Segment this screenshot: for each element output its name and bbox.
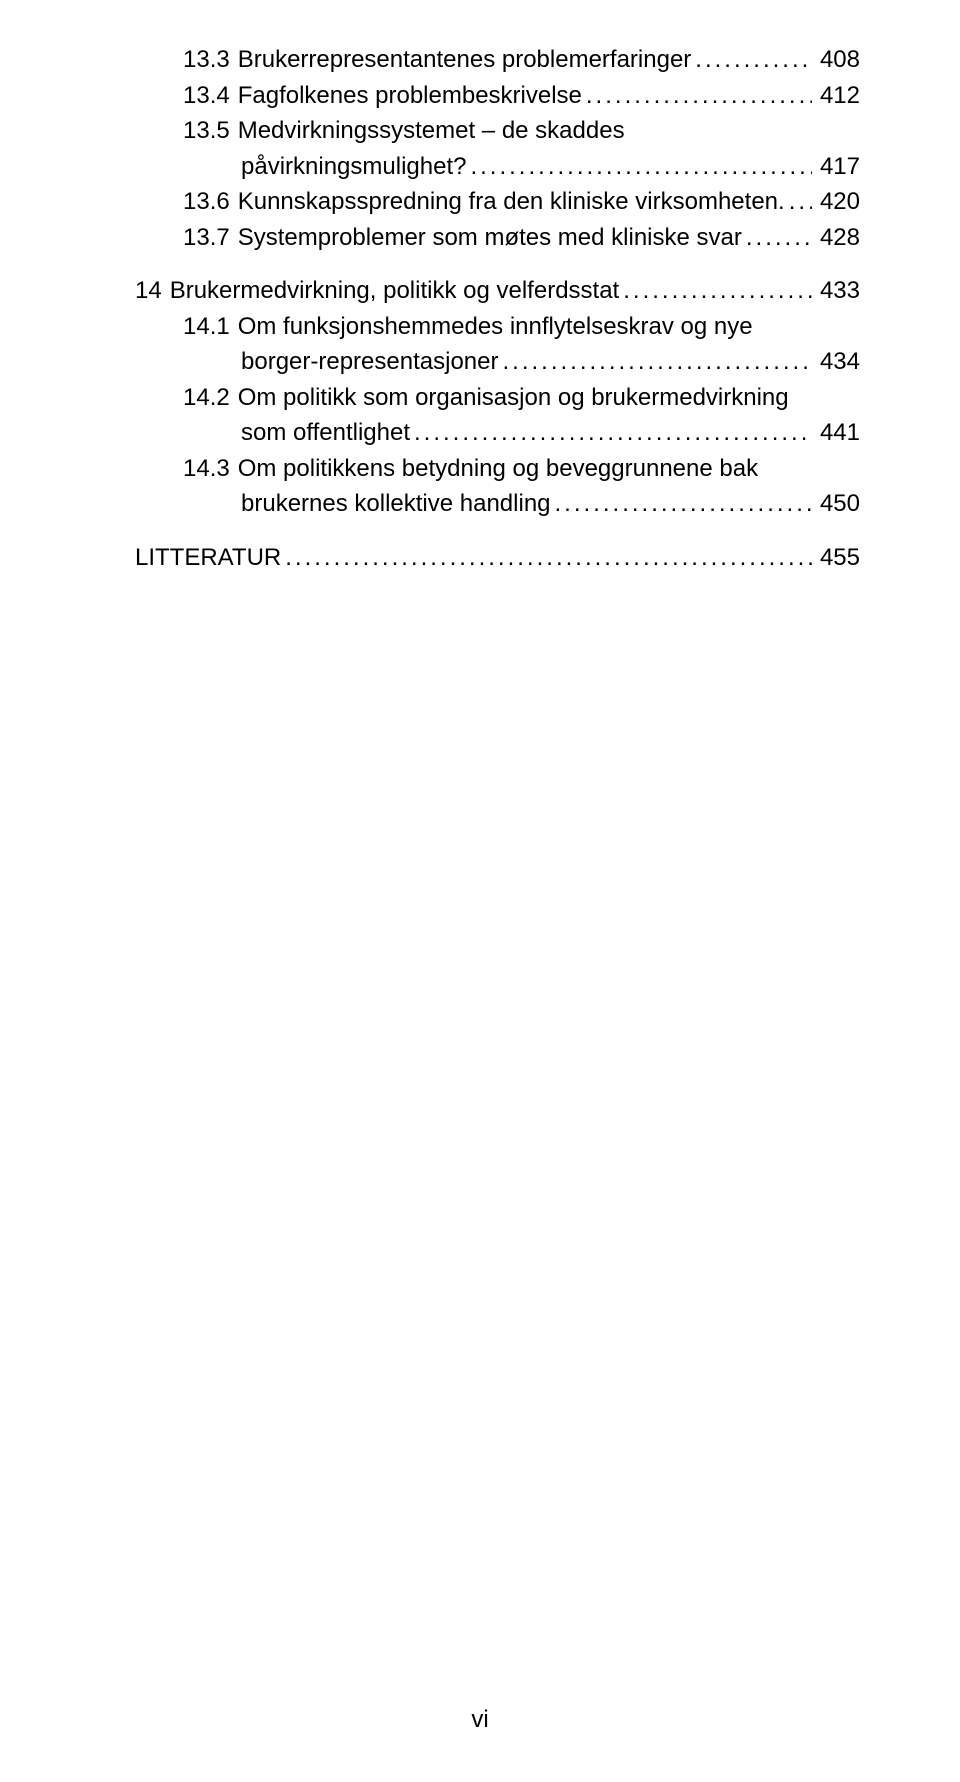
toc-number: 14.1 bbox=[183, 309, 238, 345]
toc-entry: 13.7 Systemproblemer som møtes med klini… bbox=[135, 220, 860, 256]
toc-label: Brukermedvirkning, politikk og velferdss… bbox=[170, 273, 620, 309]
toc-entry: 13.4 Fagfolkenes problembeskrivelse ....… bbox=[135, 78, 860, 114]
toc-chapter: 14 Brukermedvirkning, politikk og velfer… bbox=[135, 273, 860, 309]
toc-entry: 14.2 Om politikk som organisasjon og bru… bbox=[135, 380, 860, 416]
toc-page-number: 417 bbox=[816, 149, 860, 185]
toc-entry-continuation: brukernes kollektive handling ..........… bbox=[135, 486, 860, 522]
toc-page-number: 455 bbox=[816, 540, 860, 576]
toc-leader: ........................................… bbox=[502, 344, 811, 380]
toc-number: 13.7 bbox=[183, 220, 238, 256]
toc-label: som offentlighet bbox=[241, 415, 410, 451]
toc-leader: ........................................… bbox=[623, 273, 812, 309]
page-footer: vi bbox=[0, 1706, 960, 1734]
toc-label: påvirkningsmulighet? bbox=[241, 149, 466, 185]
toc-entry: 13.6 Kunnskapsspredning fra den kliniske… bbox=[135, 184, 860, 220]
toc-number: 14 bbox=[135, 273, 170, 309]
toc-label: Om politikk som organisasjon og brukerme… bbox=[238, 380, 789, 416]
toc-leader: ........................................… bbox=[285, 540, 812, 576]
toc-page: 13.3 Brukerrepresentantenes problemerfar… bbox=[0, 0, 960, 575]
toc-literature: LITTERATUR .............................… bbox=[135, 540, 860, 576]
toc-entry-continuation: påvirkningsmulighet? ...................… bbox=[135, 149, 860, 185]
toc-page-number: 428 bbox=[816, 220, 860, 256]
toc-label: brukernes kollektive handling bbox=[241, 486, 551, 522]
toc-entry: 13.3 Brukerrepresentantenes problemerfar… bbox=[135, 42, 860, 78]
toc-page-number: 433 bbox=[816, 273, 860, 309]
toc-page-number: 441 bbox=[816, 415, 860, 451]
toc-leader: ........................................… bbox=[695, 42, 812, 78]
toc-label: Kunnskapsspredning fra den kliniske virk… bbox=[238, 184, 785, 220]
toc-page-number: 412 bbox=[816, 78, 860, 114]
toc-entry-continuation: borger-representasjoner ................… bbox=[135, 344, 860, 380]
toc-label: Fagfolkenes problembeskrivelse bbox=[238, 78, 582, 114]
toc-leader: ........................................… bbox=[555, 486, 812, 522]
toc-number: 13.4 bbox=[183, 78, 238, 114]
toc-label: LITTERATUR bbox=[135, 540, 281, 576]
toc-number: 13.6 bbox=[183, 184, 238, 220]
toc-label: borger-representasjoner bbox=[241, 344, 498, 380]
toc-number: 13.3 bbox=[183, 42, 238, 78]
toc-page-number: 434 bbox=[816, 344, 860, 380]
toc-number: 14.3 bbox=[183, 451, 238, 487]
toc-leader: ........................................… bbox=[746, 220, 812, 256]
toc-leader: ........................................… bbox=[414, 415, 812, 451]
toc-label: Brukerrepresentantenes problemerfaringer bbox=[238, 42, 692, 78]
toc-number: 13.5 bbox=[183, 113, 238, 149]
toc-entry-continuation: som offentlighet .......................… bbox=[135, 415, 860, 451]
toc-leader: ........................................… bbox=[470, 149, 811, 185]
toc-entry: 14.1 Om funksjonshemmedes innflytelseskr… bbox=[135, 309, 860, 345]
toc-page-number: 408 bbox=[816, 42, 860, 78]
toc-leader: ........................................… bbox=[586, 78, 812, 114]
toc-page-number: 450 bbox=[816, 486, 860, 522]
toc-number: 14.2 bbox=[183, 380, 238, 416]
toc-label: Om politikkens betydning og beveggrunnen… bbox=[238, 451, 758, 487]
toc-leader: ........................................… bbox=[789, 184, 812, 220]
toc-entry: 13.5 Medvirkningssystemet – de skaddes bbox=[135, 113, 860, 149]
toc-label: Medvirkningssystemet – de skaddes bbox=[238, 113, 625, 149]
toc-page-number: 420 bbox=[816, 184, 860, 220]
toc-label: Om funksjonshemmedes innflytelseskrav og… bbox=[238, 309, 753, 345]
toc-label: Systemproblemer som møtes med kliniske s… bbox=[238, 220, 742, 256]
toc-entry: 14.3 Om politikkens betydning og beveggr… bbox=[135, 451, 860, 487]
